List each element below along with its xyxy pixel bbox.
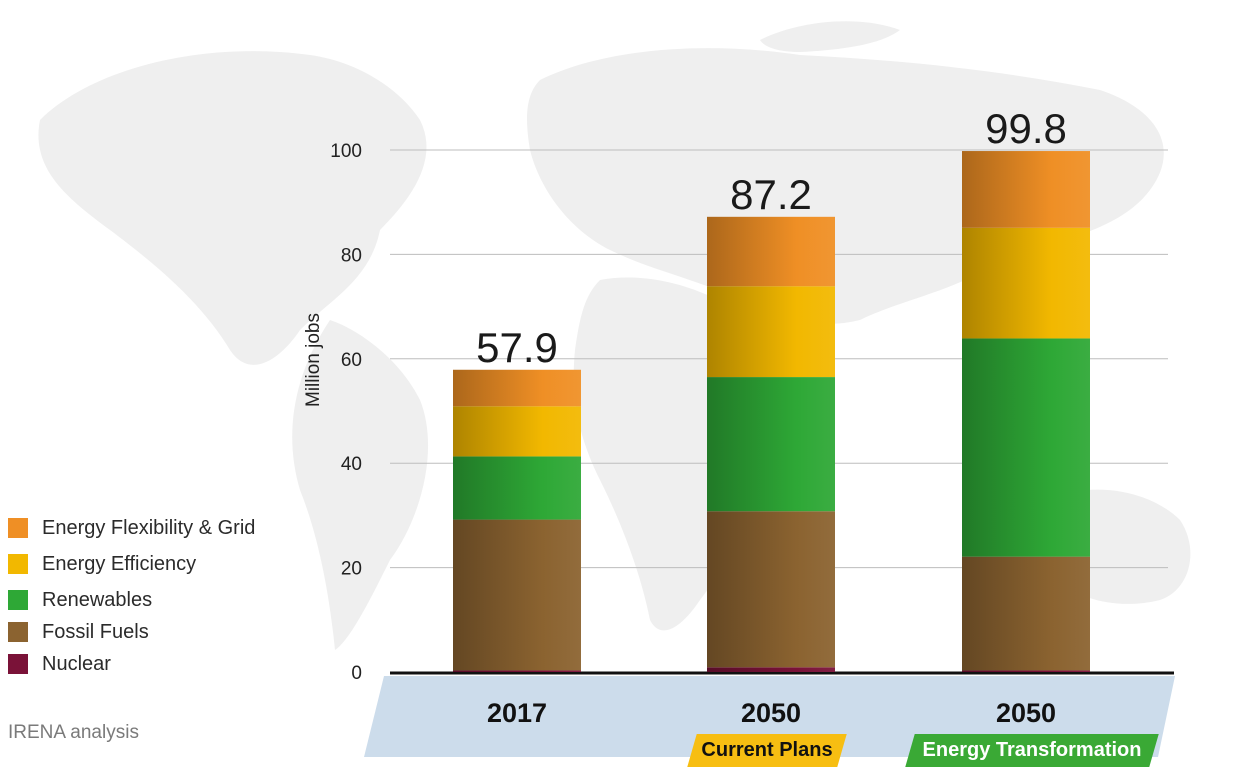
scenario-tag-current-plans: Current Plans <box>687 734 847 767</box>
x-tick-label: 2050 <box>996 698 1056 728</box>
x-tick-label: 2050 <box>741 698 801 728</box>
y-tick-label: 20 <box>341 559 362 580</box>
legend-label: Energy Efficiency <box>42 552 197 575</box>
bar-segment-nuclear <box>707 667 835 672</box>
legend-swatch-flexibility <box>8 518 28 538</box>
bar-segment-energy-flexibility-grid <box>962 151 1090 228</box>
x-axis-labels: 2017 2050 2050 <box>487 698 1056 728</box>
bar-segment-energy-flexibility-grid <box>453 369 581 407</box>
legend-item: Energy Flexibility & Grid <box>8 512 255 544</box>
legend-item: Fossil Fuels <box>8 616 255 648</box>
bar-segment-renewables <box>707 377 835 512</box>
bar-segment-nuclear <box>453 670 581 672</box>
bar-segment-nuclear <box>962 670 1090 672</box>
bar-segment-renewables <box>453 456 581 520</box>
y-tick-label: 60 <box>341 350 362 371</box>
bar-total-label: 99.8 <box>985 105 1067 152</box>
bar-segment-energy-efficiency <box>453 406 581 457</box>
y-axis-title: Million jobs <box>303 313 324 407</box>
legend-swatch-efficiency <box>8 554 28 574</box>
legend-item: Renewables <box>8 584 255 616</box>
bar-segment-energy-efficiency <box>962 227 1090 339</box>
bar-segment-fossil-fuels <box>962 556 1090 671</box>
legend: Energy Flexibility & Grid Energy Efficie… <box>8 512 255 680</box>
bar-segment-energy-flexibility-grid <box>707 216 835 287</box>
bar-total-labels: 57.9 87.2 99.8 <box>476 105 1067 371</box>
scenario-tag-energy-transformation: Energy Transformation <box>905 734 1159 767</box>
legend-item: Nuclear <box>8 648 255 680</box>
y-tick-label: 40 <box>341 454 362 475</box>
bar-total-label: 87.2 <box>730 171 812 218</box>
bar-segment-fossil-fuels <box>453 519 581 671</box>
legend-label: Renewables <box>42 588 153 611</box>
legend-swatch-nuclear <box>8 654 28 674</box>
legend-label: Energy Flexibility & Grid <box>42 516 256 539</box>
y-axis-ticks: 0 20 40 60 80 100 <box>330 141 362 684</box>
legend-swatch-renewables <box>8 590 28 610</box>
legend-swatch-fossil <box>8 622 28 642</box>
scenario-tag-label: Current Plans <box>701 739 833 761</box>
bar-segment-renewables <box>962 338 1090 557</box>
legend-label: Nuclear <box>42 652 111 675</box>
bars <box>453 151 1090 672</box>
bar-segment-energy-efficiency <box>707 286 835 378</box>
y-tick-label: 100 <box>330 141 362 162</box>
source-note: IRENA analysis <box>8 722 139 743</box>
bar-total-label: 57.9 <box>476 324 558 371</box>
x-tick-label: 2017 <box>487 698 547 728</box>
y-tick-label: 0 <box>351 663 362 684</box>
y-tick-label: 80 <box>341 245 362 266</box>
bar-segment-fossil-fuels <box>707 511 835 668</box>
legend-label: Fossil Fuels <box>42 620 149 643</box>
scenario-tag-label: Energy Transformation <box>922 739 1142 761</box>
legend-item: Energy Efficiency <box>8 544 255 584</box>
